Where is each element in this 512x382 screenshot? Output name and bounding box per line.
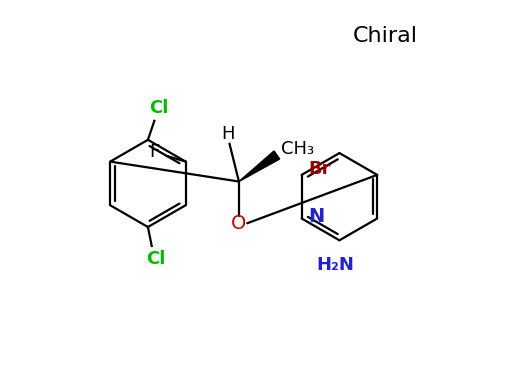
Text: H₂N: H₂N <box>317 256 355 274</box>
Text: O: O <box>231 214 247 233</box>
Text: Cl: Cl <box>150 99 169 117</box>
Polygon shape <box>239 151 280 181</box>
Text: Br: Br <box>309 160 331 178</box>
Text: Chiral: Chiral <box>352 26 417 45</box>
Text: N: N <box>308 207 324 226</box>
Text: Cl: Cl <box>146 250 165 268</box>
Text: CH₃: CH₃ <box>281 140 314 158</box>
Text: F: F <box>149 143 159 161</box>
Text: H: H <box>221 125 234 143</box>
